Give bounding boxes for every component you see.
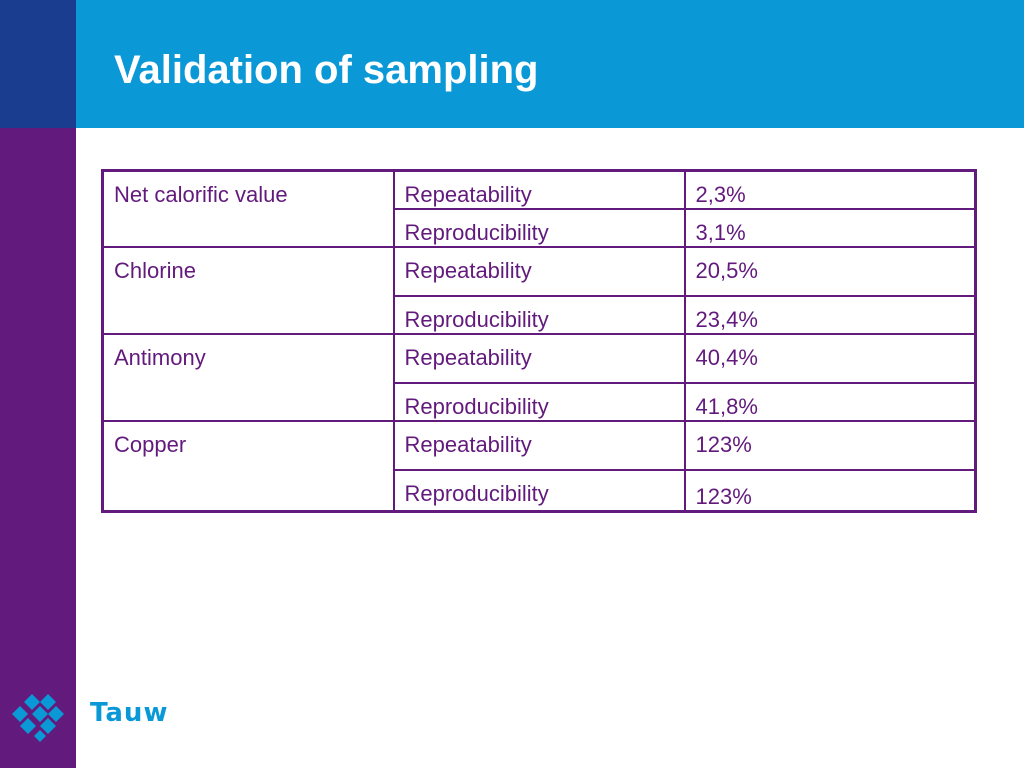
slide-title: Validation of sampling	[114, 48, 539, 92]
table-row: Net calorific value Repeatability 2,3%	[101, 169, 977, 248]
table-row: Reproducibility 23,4%	[103, 295, 977, 335]
parameter-cell: Antimony	[101, 333, 395, 422]
measure-type-cell: Reproducibility	[392, 382, 686, 422]
measure-value-cell: 2,3%	[683, 169, 977, 210]
parameter-cell: Chlorine	[101, 246, 395, 335]
measure-type-cell: Reproducibility	[392, 469, 686, 513]
table-row: Chlorine Repeatability 20,5%	[101, 246, 977, 335]
measure-value-cell: 23,4%	[683, 295, 977, 335]
parameter-cell: Copper	[101, 420, 395, 513]
tauw-logo-icon	[12, 694, 64, 742]
table-row: Reproducibility 3,1%	[103, 208, 977, 248]
measure-value-cell: 20,5%	[683, 246, 977, 297]
measure-value-cell: 40,4%	[683, 333, 977, 384]
validation-table: Net calorific value Repeatability 2,3% R…	[101, 169, 977, 513]
table-row: Copper Repeatability 123%	[101, 420, 977, 513]
header-band	[76, 0, 1024, 128]
parameter-cell: Net calorific value	[101, 169, 395, 248]
measure-type-cell: Reproducibility	[392, 208, 686, 248]
measure-type-cell: Repeatability	[392, 169, 686, 210]
measure-type-cell: Repeatability	[392, 246, 686, 297]
left-sidebar-bar	[0, 128, 76, 768]
logo-text: Tauw	[90, 698, 169, 728]
measure-value-cell: 41,8%	[683, 382, 977, 422]
corner-block	[0, 0, 76, 128]
measure-value-cell: 123%	[683, 420, 977, 471]
measure-value-cell: 3,1%	[683, 208, 977, 248]
measure-type-cell: Repeatability	[392, 333, 686, 384]
table-row: Antimony Repeatability 40,4%	[101, 333, 977, 422]
table-row: Reproducibility 41,8%	[103, 382, 977, 422]
table-row: Reproducibility 123%	[103, 469, 977, 513]
measure-value-cell: 123%	[683, 469, 977, 513]
measure-type-cell: Repeatability	[392, 420, 686, 471]
measure-type-cell: Reproducibility	[392, 295, 686, 335]
